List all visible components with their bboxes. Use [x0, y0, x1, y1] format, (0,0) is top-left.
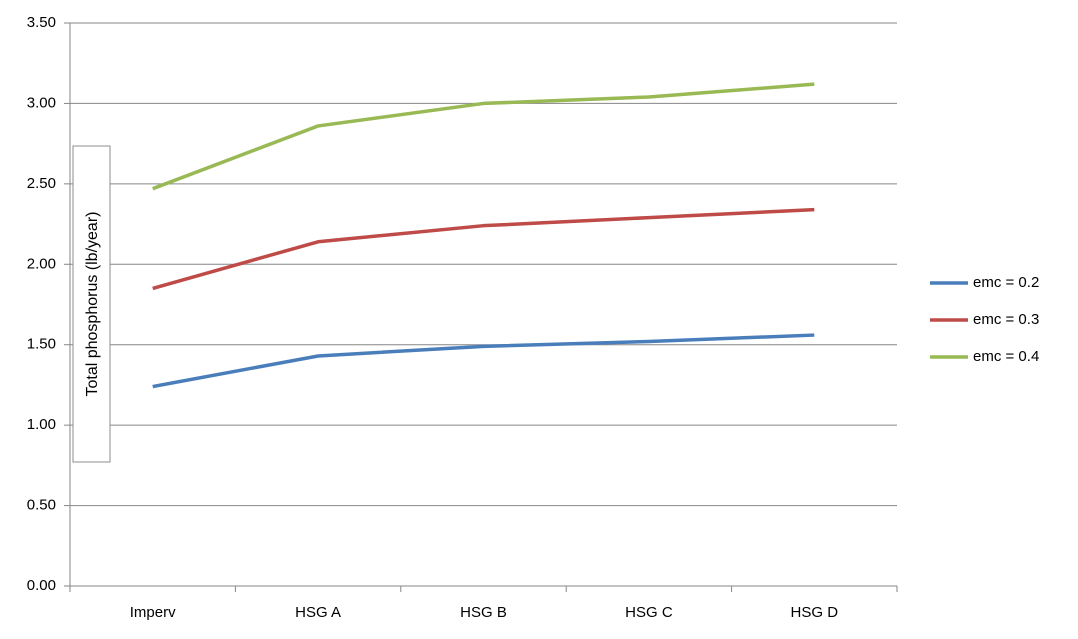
y-tick-label: 1.00 [27, 416, 56, 433]
x-tick-label: HSG C [625, 604, 673, 621]
x-tick-label: HSG A [295, 604, 341, 621]
axis-title-box [72, 145, 111, 463]
y-tick-label: 2.50 [27, 175, 56, 192]
series-line [152, 333, 815, 389]
x-tick-label: HSG D [791, 604, 839, 621]
y-tick-label: 2.00 [27, 255, 56, 272]
legend-label: emc = 0.3 [973, 311, 1039, 328]
y-axis-title: Total phosphorus (lb/year) [84, 212, 101, 397]
y-tick-label: 3.00 [27, 94, 56, 111]
legend-label: emc = 0.4 [973, 348, 1039, 365]
y-tick-label: 0.00 [27, 577, 56, 594]
x-tick-label: HSG B [460, 604, 507, 621]
y-tick-label: 3.50 [27, 14, 56, 31]
x-tick-label: Imperv [130, 604, 176, 621]
legend-label: emc = 0.2 [973, 274, 1039, 291]
y-tick-label: 0.50 [27, 497, 56, 514]
y-tick-label: 1.50 [27, 336, 56, 353]
series-line [152, 82, 815, 191]
series-line [152, 207, 815, 291]
